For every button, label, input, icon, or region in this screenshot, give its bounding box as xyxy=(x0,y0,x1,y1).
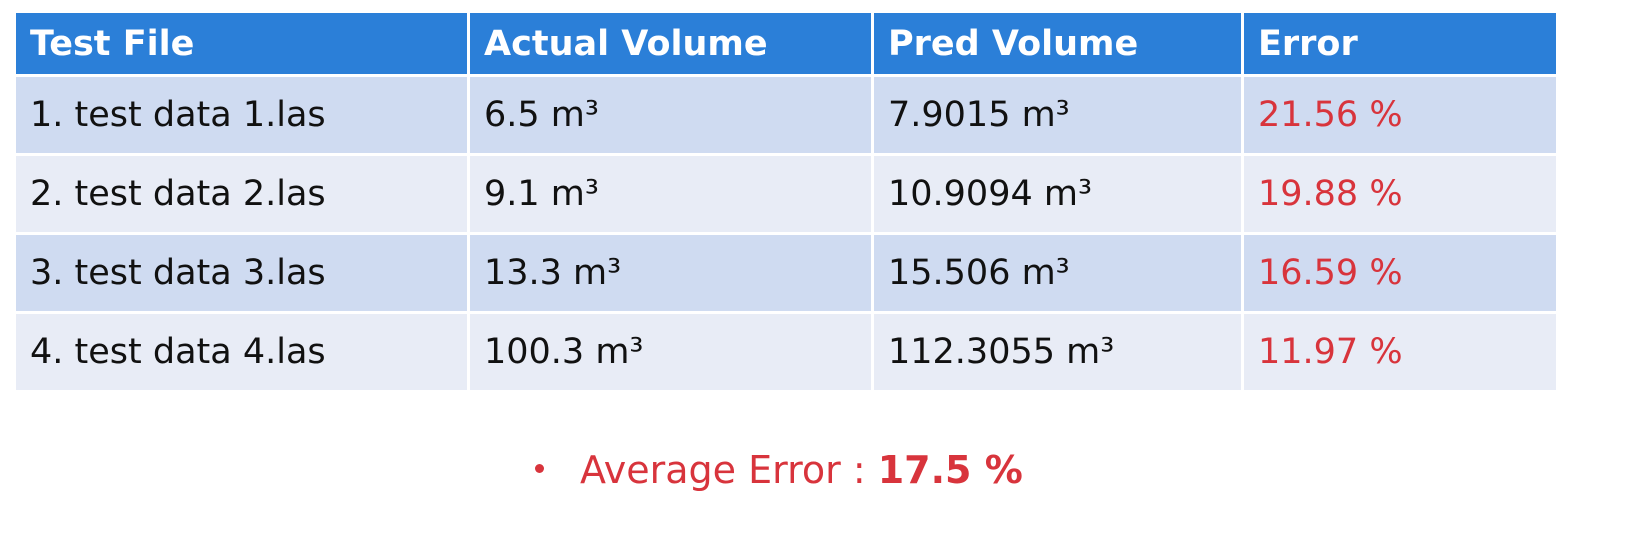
table-row: 4. test data 4.las 100.3 m³ 112.3055 m³ 11.… xyxy=(16,314,1556,390)
table-cell: 10.9094 m³ xyxy=(874,156,1241,232)
results-table: Test File Actual Volume Pred Volume Erro… xyxy=(13,10,1559,393)
summary-label: Average Error : xyxy=(580,448,866,492)
table-cell: 15.506 m³ xyxy=(874,235,1241,311)
table-row: 1. test data 1.las 6.5 m³ 7.9015 m³ 21.56 % xyxy=(16,77,1556,153)
header-cell: Pred Volume xyxy=(874,13,1241,74)
header-cell: Actual Volume xyxy=(470,13,871,74)
summary-value: 17.5 % xyxy=(877,448,1023,492)
table-cell: 112.3055 m³ xyxy=(874,314,1241,390)
header-cell: Error xyxy=(1244,13,1556,74)
table-cell: 100.3 m³ xyxy=(470,314,871,390)
table-header: Test File Actual Volume Pred Volume Erro… xyxy=(16,13,1556,74)
header-row: Test File Actual Volume Pred Volume Erro… xyxy=(16,13,1556,74)
bullet xyxy=(535,464,544,473)
summary: Average Error : 17.5 % xyxy=(535,448,1023,492)
table-cell: 2. test data 2.las xyxy=(16,156,467,232)
table-cell: 1. test data 1.las xyxy=(16,77,467,153)
table-cell: 16.59 % xyxy=(1244,235,1556,311)
table-cell: 11.97 % xyxy=(1244,314,1556,390)
table-cell: 19.88 % xyxy=(1244,156,1556,232)
header-cell: Test File xyxy=(16,13,467,74)
table-body: 1. test data 1.las 6.5 m³ 7.9015 m³ 21.56 %… xyxy=(16,77,1556,390)
table-cell: 4. test data 4.las xyxy=(16,314,467,390)
table-row: 3. test data 3.las 13.3 m³ 15.506 m³ 16.59 … xyxy=(16,235,1556,311)
table-cell: 6.5 m³ xyxy=(470,77,871,153)
table-cell: 9.1 m³ xyxy=(470,156,871,232)
table-cell: 7.9015 m³ xyxy=(874,77,1241,153)
table-row: 2. test data 2.las 9.1 m³ 10.9094 m³ 19.88 … xyxy=(16,156,1556,232)
table-cell: 13.3 m³ xyxy=(470,235,871,311)
table-cell: 3. test data 3.las xyxy=(16,235,467,311)
table-cell: 21.56 % xyxy=(1244,77,1556,153)
